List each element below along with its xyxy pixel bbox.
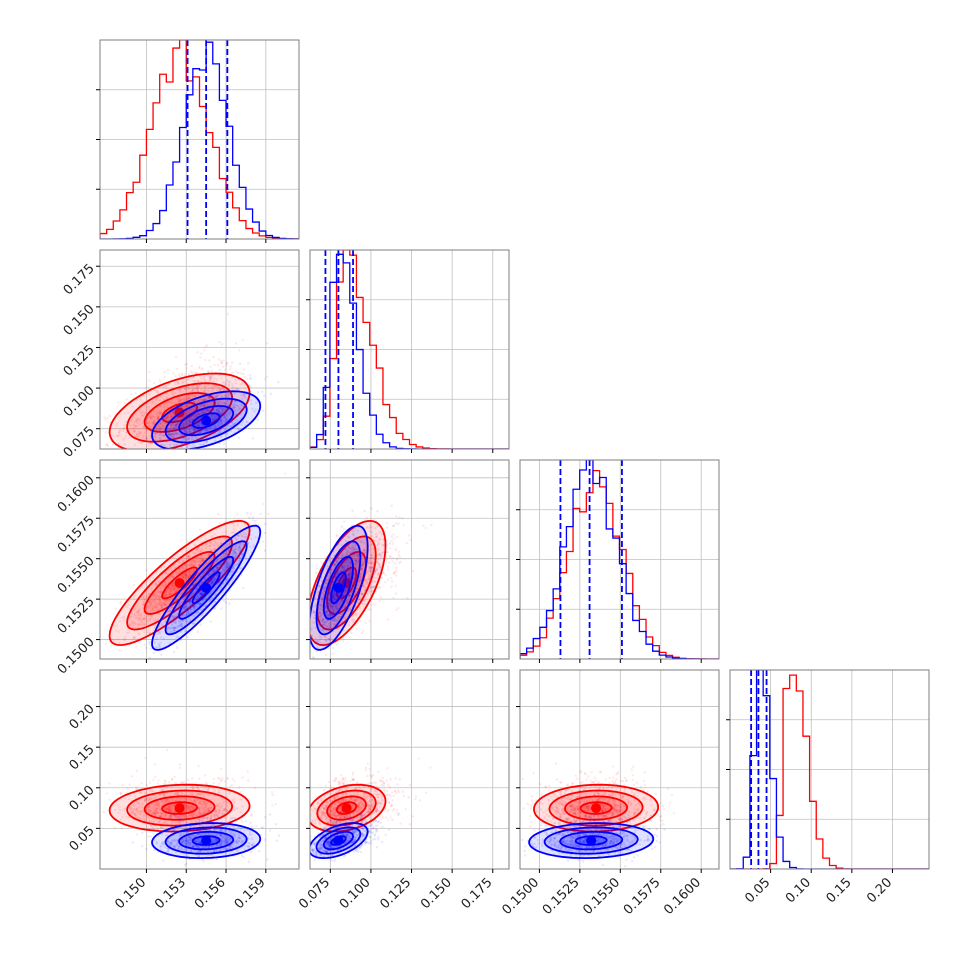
y-tick-label: 0.1525 bbox=[55, 594, 98, 637]
y-tick-label: 0.1500 bbox=[55, 635, 98, 678]
x-tick-label: 0.1550 bbox=[580, 875, 623, 918]
x-tick-label: 0.1500 bbox=[499, 875, 542, 918]
x-tick-label: 0.075 bbox=[296, 875, 333, 912]
x-tick-label: 0.20 bbox=[864, 875, 895, 906]
x-tick-label: 0.156 bbox=[192, 875, 229, 912]
density-peak bbox=[174, 803, 185, 814]
x-tick-label: 0.10 bbox=[783, 875, 814, 906]
density-peak bbox=[201, 415, 212, 426]
x-tick-label: 0.153 bbox=[152, 875, 189, 912]
x-tick-label: 0.175 bbox=[459, 875, 496, 912]
density-peak bbox=[586, 835, 597, 846]
axes-frame bbox=[519, 669, 720, 870]
panel-3-1: 0.075 0.100 0.125 0.150 0.175 bbox=[296, 669, 510, 912]
panel-3-0: 0.150 0.153 0.156 0.159 0.05 0.10 0.15 0.20 bbox=[67, 669, 300, 912]
density-peak bbox=[333, 835, 344, 846]
contours-blue bbox=[151, 524, 262, 651]
axes-frame bbox=[99, 459, 300, 660]
contours-blue bbox=[310, 524, 369, 651]
axes-frame bbox=[309, 669, 510, 870]
x-tick-label: 0.100 bbox=[337, 875, 374, 912]
density-peak bbox=[333, 582, 344, 593]
y-tick-label: 0.20 bbox=[67, 702, 98, 733]
y-tick-label: 0.1550 bbox=[55, 554, 98, 597]
density-peak bbox=[341, 803, 352, 814]
x-tick-label: 0.159 bbox=[232, 875, 269, 912]
histogram-blue bbox=[310, 253, 509, 449]
contours-blue bbox=[310, 822, 369, 859]
x-tick-label: 0.125 bbox=[377, 875, 414, 912]
panel-3-3: 0.05 0.10 0.15 0.20 bbox=[726, 669, 930, 906]
histogram-red bbox=[520, 470, 719, 659]
histogram-blue bbox=[100, 41, 299, 239]
x-tick-label: 0.15 bbox=[824, 875, 855, 906]
x-tick-label: 0.05 bbox=[742, 875, 773, 906]
x-tick-label: 0.150 bbox=[418, 875, 455, 912]
x-tick-label: 0.1575 bbox=[621, 875, 664, 918]
grid bbox=[520, 460, 719, 659]
axes-frame bbox=[309, 459, 510, 660]
contours-red bbox=[533, 783, 659, 833]
panel-1-1 bbox=[306, 249, 510, 453]
y-tick-label: 0.100 bbox=[61, 383, 98, 420]
x-tick-label: 0.1600 bbox=[661, 875, 704, 918]
y-tick-label: 0.175 bbox=[61, 261, 98, 298]
y-tick-label: 0.10 bbox=[67, 783, 98, 814]
grid bbox=[310, 250, 509, 449]
y-tick-label: 0.05 bbox=[67, 823, 98, 854]
y-tick-label: 0.1600 bbox=[55, 473, 98, 516]
samples-red bbox=[521, 762, 676, 848]
panel-0-0 bbox=[96, 39, 300, 243]
contours-blue bbox=[151, 390, 262, 449]
panel-2-1 bbox=[306, 459, 510, 663]
contours-blue bbox=[528, 822, 655, 860]
contours-red bbox=[310, 783, 387, 833]
density-peak bbox=[174, 577, 185, 588]
y-tick-label: 0.150 bbox=[61, 302, 98, 339]
panel-2-2 bbox=[516, 459, 720, 663]
contours-blue bbox=[151, 822, 262, 860]
axes-frame bbox=[99, 669, 300, 870]
y-tick-label: 0.15 bbox=[67, 742, 98, 773]
samples-red bbox=[100, 472, 287, 652]
contours-red bbox=[108, 783, 251, 833]
histogram-red bbox=[100, 40, 299, 239]
y-tick-label: 0.075 bbox=[61, 424, 98, 461]
x-tick-label: 0.1525 bbox=[540, 875, 583, 918]
grid bbox=[730, 670, 929, 869]
x-tick-label: 0.150 bbox=[112, 875, 149, 912]
histogram-red bbox=[730, 674, 929, 869]
y-tick-label: 0.125 bbox=[61, 343, 98, 380]
density-peak bbox=[591, 803, 602, 814]
grid bbox=[310, 670, 509, 869]
grid bbox=[310, 460, 509, 659]
density-peak bbox=[201, 582, 212, 593]
y-tick-label: 0.1575 bbox=[55, 513, 98, 556]
density-peak bbox=[201, 835, 212, 846]
axes-frame bbox=[99, 249, 300, 450]
